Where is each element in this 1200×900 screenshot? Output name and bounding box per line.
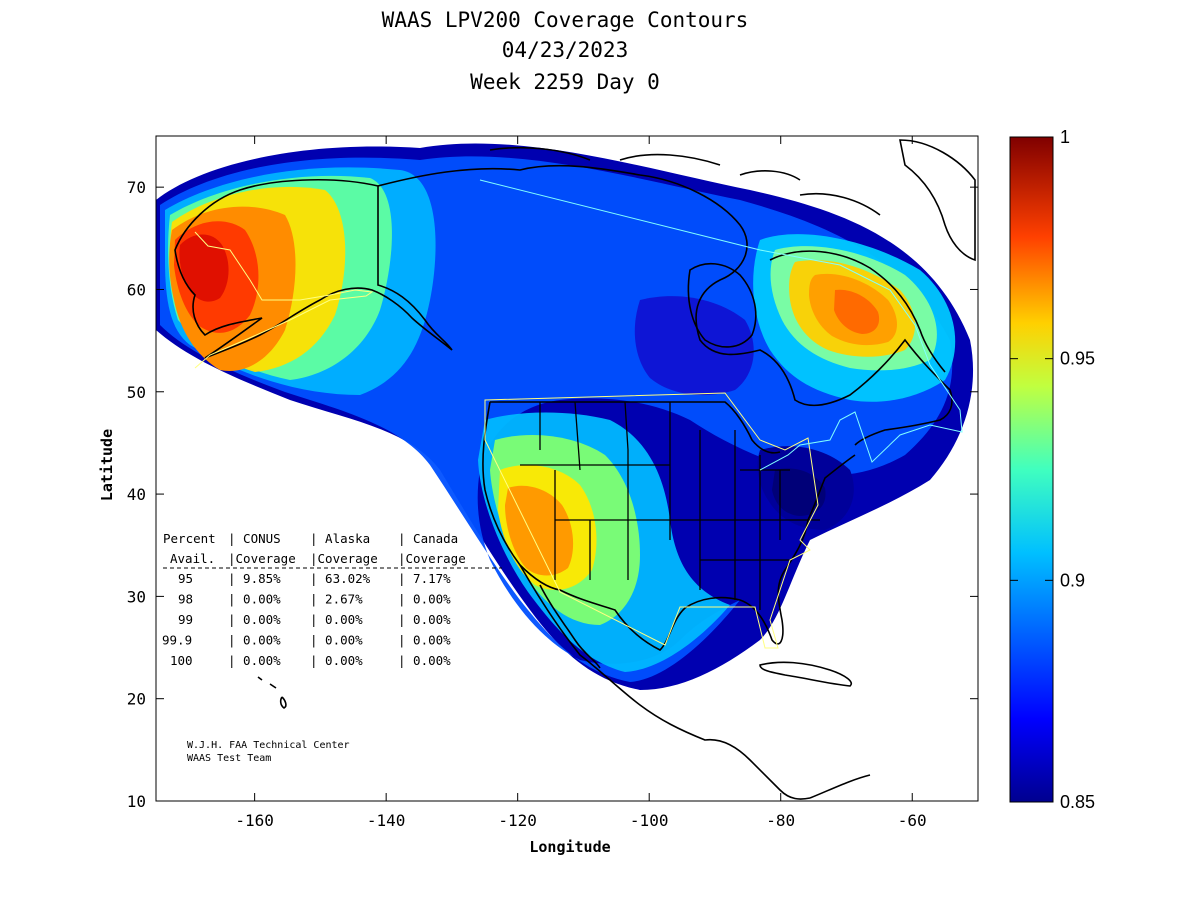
cuba-outline	[759, 661, 852, 687]
title-line-2: 04/23/2023	[502, 38, 628, 62]
coverage-table-header-cell: |Coverage	[228, 551, 296, 566]
coverage-table-header-cell: Percent	[163, 531, 216, 546]
coverage-table-cell: 99.9	[162, 633, 192, 648]
y-tick-label: 50	[127, 383, 146, 402]
arctic-islands	[489, 146, 881, 216]
coverage-table-header-cell: |Coverage	[310, 551, 378, 566]
title-line-3: Week 2259 Day 0	[470, 70, 660, 94]
y-tick-label: 60	[127, 280, 146, 299]
coverage-region-orange-sw	[505, 485, 574, 576]
coverage-table-cell: | 9.85%	[228, 571, 281, 586]
hawaii-islands	[257, 676, 287, 709]
colorbar-tick-label: 0.95	[1060, 349, 1095, 369]
alaska-outline	[174, 178, 453, 359]
coverage-table-cell: | 0.00%	[398, 592, 451, 607]
coverage-region-darkblue-north	[634, 296, 754, 396]
colorbar-tick-label: 1	[1060, 127, 1070, 147]
x-tick-label: -140	[367, 811, 406, 830]
mexico-outline	[519, 564, 811, 800]
coverage-table-cell: | 0.00%	[228, 653, 281, 668]
coverage-table-cell: | 0.00%	[310, 633, 363, 648]
coverage-table-cell: | 0.00%	[398, 633, 451, 648]
labrador-coast	[769, 250, 946, 373]
coverage-table-header-2: Avail. |Coverage |Coverage |Coverage	[170, 551, 466, 566]
x-tick-label: -60	[898, 811, 927, 830]
coverage-table-cell: 99	[178, 612, 193, 627]
coverage-table-cell: | 2.67%	[310, 592, 363, 607]
coverage-table-header-cell: |Coverage	[398, 551, 466, 566]
y-tick-label: 40	[127, 485, 146, 504]
colorbar: 0.85 0.9 0.95 1	[1009, 127, 1095, 812]
y-tick-label: 20	[127, 690, 146, 709]
coverage-table-cell: 95	[178, 571, 193, 586]
state-borders	[520, 401, 820, 610]
baja-outline	[539, 584, 601, 669]
colorbar-ticks: 0.85 0.9 0.95 1	[1010, 127, 1095, 812]
colorbar-gradient	[1009, 136, 1054, 803]
coverage-table-cell: | 0.00%	[310, 653, 363, 668]
state-border-lines	[520, 401, 820, 610]
y-tick-label: 70	[127, 178, 146, 197]
coverage-table: Percent | CONUS | Alaska | Canada Avail. |Co…	[162, 531, 502, 668]
boundaries	[174, 139, 976, 800]
coverage-region-darkred-west	[179, 234, 229, 302]
coverage-table-header-cell: | CONUS	[228, 531, 281, 546]
coverage-table-header-cell: | Alaska	[310, 531, 370, 546]
coverage-table-cell: | 0.00%	[228, 592, 281, 607]
service-volumes	[194, 179, 963, 649]
coverage-table-header-cell: | Canada	[398, 531, 458, 546]
x-tick-label: -160	[235, 811, 274, 830]
coverage-table-cell: | 0.00%	[398, 612, 451, 627]
coverage-region-darkblue-east-core	[772, 468, 826, 516]
map-plot-area	[156, 136, 978, 801]
credit-line-1: W.J.H. FAA Technical Center	[187, 740, 350, 751]
credit-line-2: WAAS Test Team	[187, 753, 271, 764]
coverage-table-cell: | 0.00%	[398, 653, 451, 668]
coverage-table-cell: | 63.02%	[310, 571, 371, 586]
coverage-table-cell: | 7.17%	[398, 571, 451, 586]
coverage-table-cell: | 0.00%	[228, 612, 281, 627]
coverage-table-cell: | 0.00%	[228, 633, 281, 648]
coverage-table-cell: 98	[178, 592, 193, 607]
y-axis: 10 20 30 40 50 60 70	[127, 178, 978, 811]
us-canada-border	[490, 401, 781, 454]
hudson-bay	[687, 262, 757, 348]
alaska-service-volume	[194, 231, 374, 369]
y-tick-label: 10	[127, 792, 146, 811]
coverage-table-cell: 100	[170, 653, 193, 668]
x-tick-label: -100	[630, 811, 669, 830]
title-line-1: WAAS LPV200 Coverage Contours	[382, 8, 749, 32]
x-axis: -160 -140 -120 -100 -80 -60	[235, 136, 927, 830]
coverage-table-cell: | 0.00%	[310, 612, 363, 627]
x-tick-label: -80	[766, 811, 795, 830]
central-america	[809, 774, 871, 799]
coverage-table-header-1: Percent | CONUS | Alaska | Canada	[163, 531, 458, 546]
plot-frame	[155, 135, 979, 802]
conus-service-volume	[484, 392, 819, 649]
colorbar-tick-label: 0.9	[1060, 570, 1085, 590]
y-tick-label: 30	[127, 587, 146, 606]
colorbar-tick-label: 0.85	[1060, 792, 1095, 812]
coverage-table-header-cell: Avail.	[170, 551, 215, 566]
canada-outline	[377, 164, 953, 446]
x-axis-label: Longitude	[529, 838, 610, 856]
coverage-region-red-east	[834, 289, 880, 334]
coverage-table-rows: 95 | 9.85% | 63.02% | 7.17% 98 | 0.00% | 2.67%…	[162, 571, 451, 668]
canada-service-volume	[479, 179, 963, 471]
greenland-outline	[899, 139, 976, 262]
y-axis-label: Latitude	[98, 429, 116, 501]
x-tick-label: -120	[498, 811, 537, 830]
